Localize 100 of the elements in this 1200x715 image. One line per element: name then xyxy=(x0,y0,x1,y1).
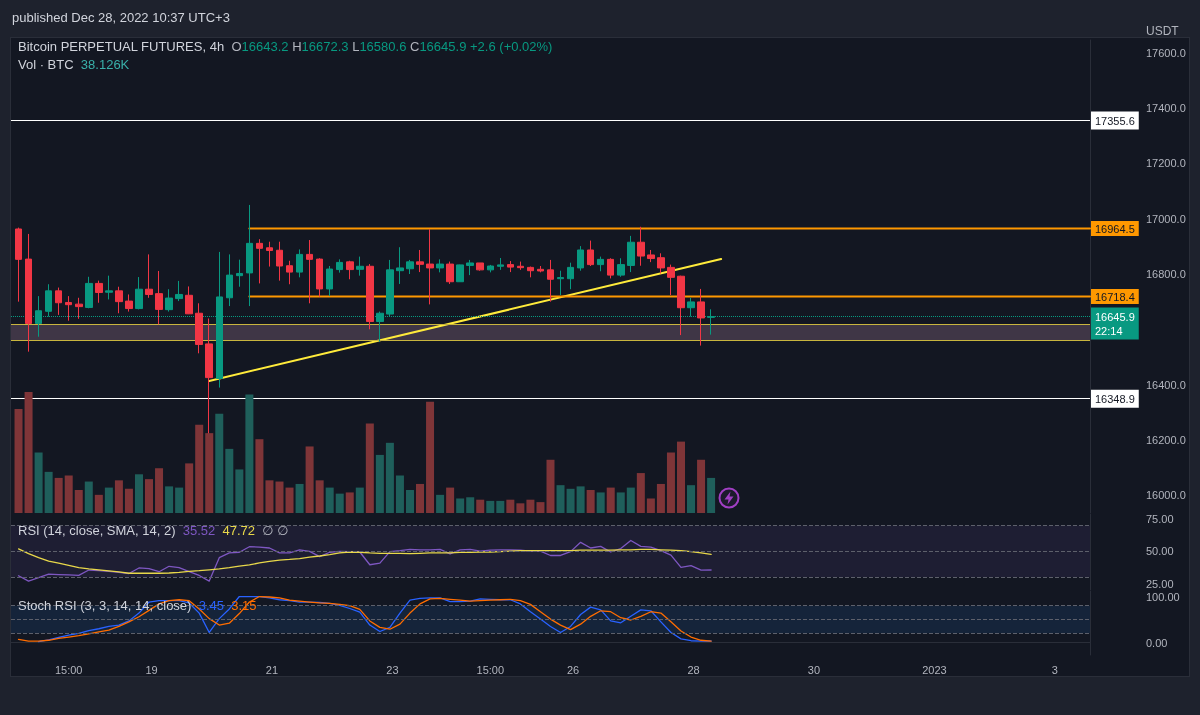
annotation: 35.52 xyxy=(182,523,216,538)
candlestick xyxy=(266,241,273,268)
data-label: 16964.5 xyxy=(1095,222,1135,235)
bar xyxy=(235,469,244,513)
bar xyxy=(426,401,435,513)
candlestick xyxy=(577,245,584,272)
bar xyxy=(666,452,675,513)
x-tick-label: 30 xyxy=(807,663,821,676)
candlestick xyxy=(65,295,72,322)
bar xyxy=(195,424,204,513)
candlestick xyxy=(466,259,474,276)
candlestick xyxy=(356,256,364,277)
bar xyxy=(315,480,324,513)
candlestick xyxy=(105,275,113,300)
y-tick-label: 50.00 xyxy=(1146,545,1174,558)
candlestick xyxy=(476,262,484,272)
bar xyxy=(566,488,575,513)
bar xyxy=(185,463,194,513)
bar xyxy=(405,490,414,513)
bar xyxy=(165,486,174,513)
bar xyxy=(576,486,585,513)
y-tick-label: 100.00 xyxy=(1146,590,1180,603)
candlestick xyxy=(396,246,404,285)
x-tick-label: 19 xyxy=(145,663,158,676)
candlestick xyxy=(697,288,705,347)
bar xyxy=(84,481,93,513)
candlestick xyxy=(497,257,504,271)
text: RSI (14, close, SMA, 14, 2) xyxy=(18,523,176,538)
annotation: 38.126K xyxy=(80,57,130,72)
bar xyxy=(114,480,123,513)
bar xyxy=(556,485,565,513)
candlestick xyxy=(326,265,333,297)
candlestick xyxy=(627,235,635,273)
bar xyxy=(64,475,73,513)
bar xyxy=(175,487,184,513)
annotation: 3.45 xyxy=(198,598,224,613)
candlestick xyxy=(507,260,514,273)
bar xyxy=(355,487,364,513)
candlestick xyxy=(286,260,293,285)
candlestick xyxy=(55,287,62,316)
bar xyxy=(416,483,425,513)
bar xyxy=(446,487,455,513)
y-tick-label: 17400.0 xyxy=(1146,102,1186,115)
candlestick xyxy=(316,257,323,298)
chart-title: Vol · BTC xyxy=(18,57,74,72)
candlestick xyxy=(607,257,614,279)
bar xyxy=(526,499,535,513)
candlestick xyxy=(336,258,343,274)
bar xyxy=(265,480,274,513)
x-tick-label: 3 xyxy=(1051,663,1058,676)
candlestick xyxy=(145,253,153,299)
bar xyxy=(285,487,294,513)
bar xyxy=(145,479,154,513)
candlestick xyxy=(115,286,123,314)
y-axis-title: USDT xyxy=(1146,24,1179,39)
candlestick xyxy=(125,293,133,313)
bar xyxy=(436,494,445,513)
y-tick-label: 0.00 xyxy=(1146,636,1168,649)
bar xyxy=(596,492,605,513)
candlestick xyxy=(25,233,32,353)
bar xyxy=(305,446,314,513)
y-tick-label: 16800.0 xyxy=(1146,268,1186,281)
candlestick xyxy=(15,227,22,303)
bar xyxy=(155,468,164,513)
bar xyxy=(646,498,655,513)
bar xyxy=(456,498,465,513)
bar xyxy=(466,497,475,513)
bar xyxy=(697,459,706,513)
bar xyxy=(54,477,63,513)
bar xyxy=(24,392,33,513)
candlestick xyxy=(195,302,203,354)
bar xyxy=(295,483,304,513)
y-tick-label: 17000.0 xyxy=(1146,212,1186,225)
candlestick xyxy=(236,259,243,288)
bar xyxy=(245,394,254,513)
bar xyxy=(516,503,525,513)
bar xyxy=(687,485,696,513)
bar xyxy=(275,481,284,513)
y-tick-label: 17600.0 xyxy=(1146,46,1186,59)
bar xyxy=(586,490,595,513)
x-tick-label: 23 xyxy=(386,663,399,676)
bar xyxy=(676,441,685,513)
candlestick xyxy=(75,297,83,320)
x-tick-label: 15:00 xyxy=(476,663,505,676)
bar xyxy=(104,487,113,513)
candlestick xyxy=(647,249,655,263)
candlestick xyxy=(637,226,645,267)
x-tick-label: 15:00 xyxy=(54,663,83,676)
candlestick xyxy=(446,261,454,285)
candlestick xyxy=(617,257,625,278)
bar xyxy=(134,474,143,513)
y-tick-label: 25.00 xyxy=(1146,577,1174,590)
text: O16643.2 H16672.3 L16580.6 C16645.9 +2.6 (+0.02%) xyxy=(231,39,553,54)
bar xyxy=(225,448,234,513)
bar xyxy=(546,459,555,513)
candlestick xyxy=(185,285,193,315)
bar xyxy=(385,442,394,513)
candlestick xyxy=(587,240,594,267)
candlestick xyxy=(165,288,173,313)
candlestick xyxy=(246,204,253,307)
